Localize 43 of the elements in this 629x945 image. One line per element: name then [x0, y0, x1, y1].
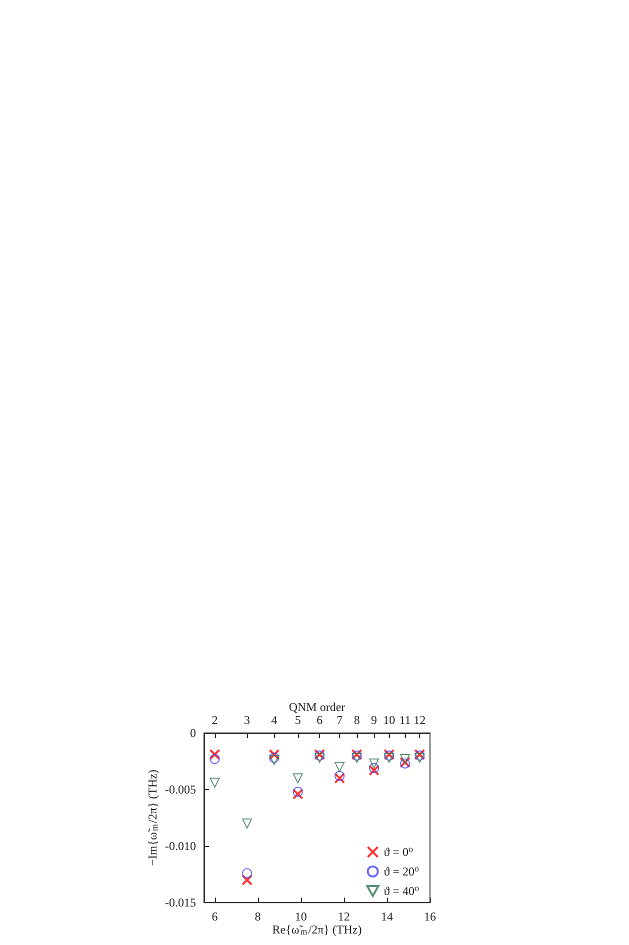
y-tick-label: -0.005: [165, 782, 196, 797]
point: [209, 748, 220, 760]
x2-axis-title: QNM order: [288, 700, 346, 714]
point: [400, 754, 410, 764]
text: 11: [399, 713, 411, 727]
x-tick-label: 12: [338, 910, 350, 924]
text: 7: [336, 713, 343, 727]
text: 3: [244, 713, 250, 727]
point: [242, 874, 253, 886]
point: [334, 772, 346, 784]
point: [210, 754, 220, 764]
point: [334, 762, 345, 772]
text: 9: [371, 713, 378, 727]
point: [368, 764, 380, 776]
x-tick-label: 8: [254, 910, 261, 924]
text: 5: [294, 713, 301, 727]
point: [242, 818, 252, 828]
x-tick-label: 14: [380, 910, 393, 924]
point: [292, 788, 304, 800]
x-tick-label: 10: [294, 910, 307, 924]
text: 2: [212, 713, 218, 727]
point: [369, 758, 380, 769]
y-tick-label: -0.010: [165, 839, 196, 854]
point: [268, 748, 280, 760]
point: [242, 868, 252, 878]
text: 10: [383, 713, 396, 727]
point: [269, 752, 280, 763]
text: 8: [354, 713, 360, 727]
y-tick-label: -0.015: [165, 896, 196, 910]
point: [292, 773, 303, 784]
point: [292, 786, 303, 797]
text: 6: [316, 713, 323, 727]
y-axis-title: −Im{ω̃m/2π} (THz): [146, 770, 160, 866]
x-tick-label: 6: [212, 910, 218, 924]
x-axis-title: Re{ω̃m/2π} (THz): [272, 922, 362, 936]
text: 4: [271, 713, 278, 727]
point: [210, 778, 220, 788]
y-tick-label: 0: [190, 726, 196, 740]
point: [269, 755, 280, 766]
point: [369, 763, 380, 774]
text: 12: [414, 713, 426, 727]
x-tick-label: 16: [424, 910, 436, 924]
point: [334, 770, 345, 781]
